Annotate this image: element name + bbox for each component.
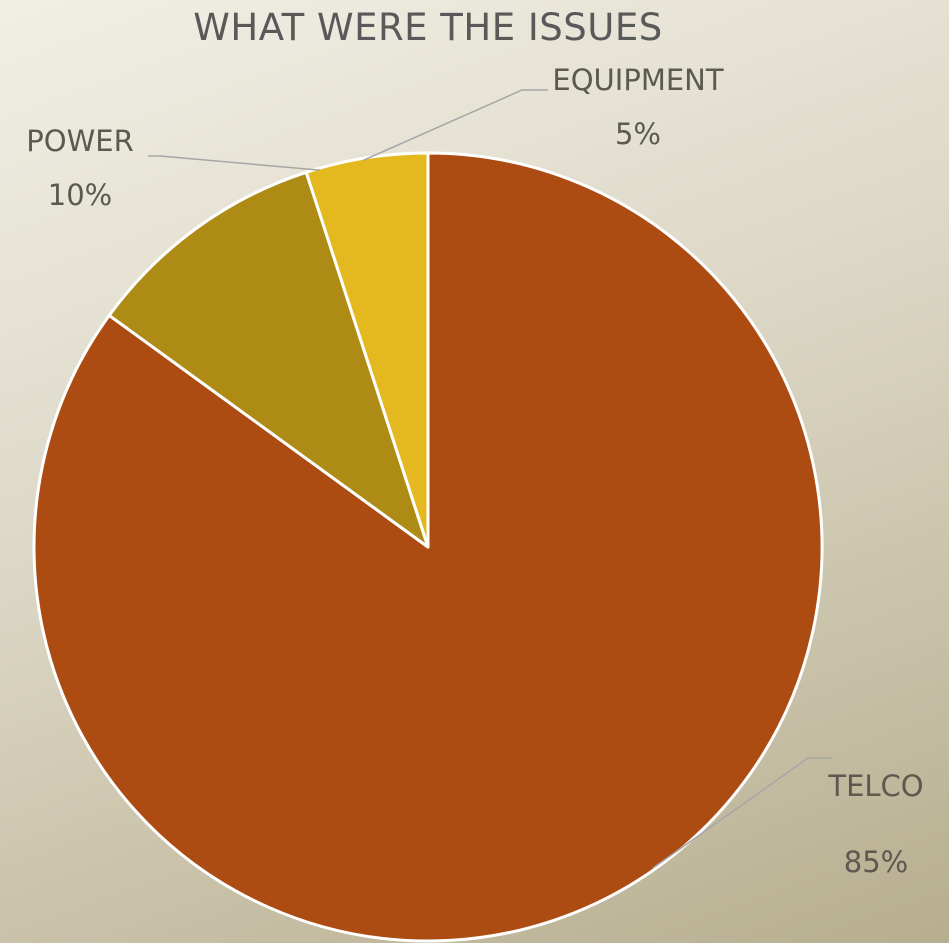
leader-line-power — [148, 155, 321, 171]
pie-slice-equipment — [304, 151, 430, 549]
slice-label-power-name: POWER — [26, 124, 133, 158]
pie-slice-power — [107, 170, 430, 549]
chart-title: WHAT WERE THE ISSUES — [193, 6, 663, 49]
leader-line-equipment — [362, 89, 548, 162]
leader-line-telco — [652, 757, 832, 869]
slice-label-telco-value: 85% — [844, 845, 908, 879]
slice-label-power-value: 10% — [48, 178, 112, 212]
slice-label-equipment-name: EQUIPMENT — [552, 63, 723, 97]
slice-label-equipment-value: 5% — [615, 117, 661, 151]
slice-label-telco-name: TELCO — [827, 769, 923, 803]
